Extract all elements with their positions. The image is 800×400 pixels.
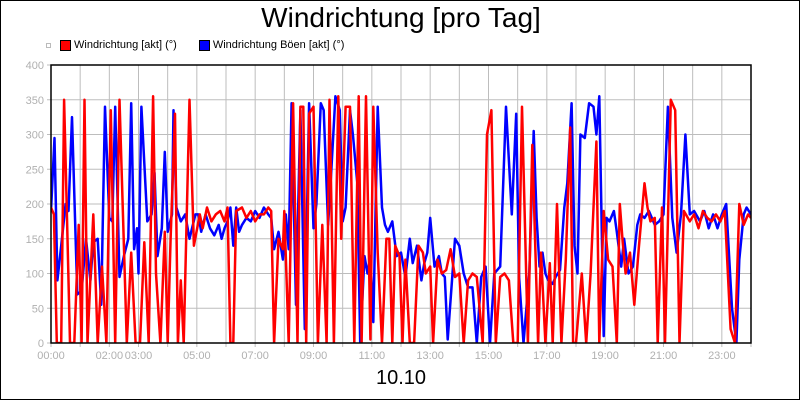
- y-tick-label: 150: [26, 234, 44, 246]
- y-tick-label: 400: [26, 60, 44, 72]
- red-swatch-icon: [60, 39, 71, 51]
- y-tick-label: 350: [26, 95, 44, 107]
- x-tick-label: 23:00: [708, 350, 736, 362]
- x-tick-label: 00:00: [37, 350, 65, 362]
- x-tick-label: 02:00: [96, 350, 124, 362]
- y-tick-label: 200: [26, 199, 44, 211]
- x-tick-label: 15:00: [475, 350, 503, 362]
- legend-item-windrichtung-boeen: Windrichtung Böen [akt] (°): [198, 39, 345, 51]
- blue-swatch-icon: [198, 39, 210, 51]
- legend: Windrichtung [akt] (°) Windrichtung Böen…: [46, 39, 366, 51]
- x-tick-label: 19:00: [591, 350, 619, 362]
- x-tick-label: 05:00: [183, 350, 211, 362]
- x-tick-label: 17:00: [533, 350, 561, 362]
- x-tick-label: 21:00: [650, 350, 678, 362]
- x-axis-label: 10.10: [375, 367, 427, 389]
- x-tick-label: 03:00: [125, 350, 153, 362]
- legend-label: Windrichtung Böen [akt] (°): [212, 39, 345, 51]
- y-tick-label: 300: [26, 130, 44, 142]
- chart-title: Windrichtung [pro Tag]: [261, 2, 541, 33]
- legend-marker-icon: [46, 42, 51, 48]
- x-tick-label: 13:00: [416, 350, 444, 362]
- y-tick-label: 0: [38, 338, 44, 350]
- legend-label: Windrichtung [akt] (°): [74, 39, 177, 51]
- plot-border: [50, 64, 752, 344]
- series-line: [51, 95, 751, 343]
- legend-item-windrichtung: Windrichtung [akt] (°): [60, 39, 177, 51]
- x-tick-label: 07:00: [241, 350, 269, 362]
- x-tick-label: 09:00: [300, 350, 328, 362]
- y-tick-label: 100: [26, 269, 44, 281]
- x-tick-label: 11:00: [358, 350, 385, 362]
- y-tick-label: 250: [26, 164, 44, 176]
- y-tick-label: 50: [32, 303, 44, 315]
